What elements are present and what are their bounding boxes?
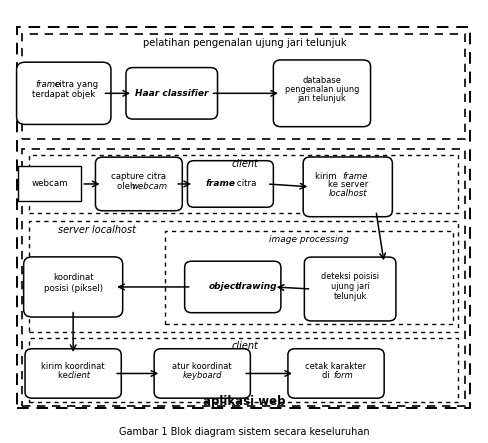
Text: deteksi poisisi: deteksi poisisi [321, 272, 378, 281]
Text: frame: frame [204, 179, 235, 188]
Text: ujung jari: ujung jari [330, 282, 369, 291]
Text: citra: citra [234, 179, 256, 188]
Text: frame: frame [36, 80, 61, 89]
FancyBboxPatch shape [126, 68, 217, 119]
Bar [21, 34, 464, 139]
Text: frame: frame [342, 171, 367, 181]
Text: webcam: webcam [131, 182, 167, 191]
FancyBboxPatch shape [154, 349, 250, 398]
Text: keyboard: keyboard [182, 371, 222, 381]
Bar [28, 221, 457, 332]
FancyBboxPatch shape [17, 62, 111, 124]
FancyBboxPatch shape [184, 261, 280, 313]
Text: localhost: localhost [328, 189, 366, 198]
Text: form: form [332, 371, 352, 381]
FancyBboxPatch shape [304, 257, 395, 321]
FancyBboxPatch shape [273, 60, 370, 127]
Text: di: di [322, 371, 332, 381]
Text: client: client [231, 341, 257, 351]
Text: webcam: webcam [31, 179, 68, 188]
Bar [18, 167, 81, 202]
Text: citra yang: citra yang [52, 80, 99, 89]
Text: drawing: drawing [231, 283, 276, 291]
Text: ke server: ke server [327, 180, 367, 189]
FancyBboxPatch shape [25, 349, 121, 398]
Text: image processing: image processing [268, 235, 348, 244]
Text: object: object [208, 283, 240, 291]
Text: Haar classifier: Haar classifier [135, 89, 208, 98]
Bar [28, 338, 457, 402]
Text: kirim koordinat: kirim koordinat [41, 361, 105, 370]
Text: terdapat objek: terdapat objek [32, 89, 95, 99]
FancyBboxPatch shape [95, 157, 182, 211]
Text: ke: ke [59, 371, 71, 380]
Text: pelatihan pengenalan ujung jari telunjuk: pelatihan pengenalan ujung jari telunjuk [142, 38, 346, 48]
Text: database: database [302, 76, 341, 85]
Text: server localhost: server localhost [58, 225, 135, 235]
Text: posisi (piksel): posisi (piksel) [43, 284, 102, 293]
Text: koordinat: koordinat [53, 273, 93, 282]
Bar [164, 231, 452, 324]
Text: oleh: oleh [116, 182, 138, 191]
Text: pengenalan ujung: pengenalan ujung [284, 85, 358, 94]
FancyBboxPatch shape [23, 257, 122, 317]
Text: aplikasi web: aplikasi web [203, 395, 285, 408]
Bar [21, 149, 464, 406]
Text: client: client [67, 371, 90, 380]
FancyBboxPatch shape [287, 349, 384, 398]
Text: cetak karakter: cetak karakter [305, 361, 366, 370]
Bar [28, 155, 457, 213]
Text: kirim: kirim [314, 171, 339, 181]
FancyBboxPatch shape [187, 161, 273, 207]
FancyBboxPatch shape [303, 157, 391, 217]
Text: atur koordinat: atur koordinat [172, 361, 232, 370]
Text: telunjuk: telunjuk [333, 291, 366, 300]
Text: capture citra: capture citra [111, 172, 166, 181]
Text: client: client [231, 159, 257, 169]
Text: Gambar 1 Blok diagram sistem secara keseluruhan: Gambar 1 Blok diagram sistem secara kese… [119, 427, 369, 437]
Text: jari telunjuk: jari telunjuk [297, 94, 346, 103]
